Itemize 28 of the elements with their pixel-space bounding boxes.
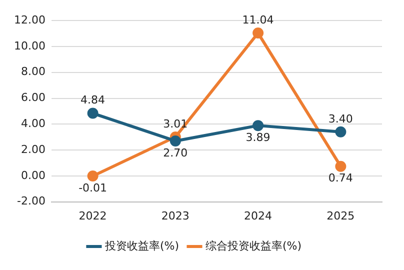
data-label: 3.40 [328, 112, 353, 126]
y-tick-label: 6.00 [20, 91, 46, 104]
legend-label: 综合投资收益率(%) [206, 239, 302, 252]
y-tick-label: -2.00 [17, 194, 46, 208]
point [87, 108, 98, 119]
y-tick-label: 10.00 [14, 39, 46, 52]
y-tick-label: 4.00 [20, 117, 46, 130]
point [252, 120, 264, 132]
legend-label: 投资收益率(%) [104, 239, 180, 252]
x-tick-label: 2025 [326, 209, 355, 222]
point [87, 170, 98, 182]
y-tick-label: 2.00 [20, 142, 46, 156]
y-tick-label: 0.00 [20, 168, 46, 182]
data-label: 4.84 [80, 94, 106, 107]
y-tick-label: 8.00 [20, 65, 46, 78]
data-label: 11.04 [242, 13, 274, 26]
data-label: 3.89 [246, 130, 270, 144]
point [335, 160, 346, 172]
point [252, 28, 264, 39]
point [170, 135, 181, 146]
data-label: -0.01 [78, 181, 108, 194]
x-tick-label: 2023 [161, 209, 190, 222]
x-tick-label: 2022 [78, 209, 107, 222]
data-label: 2.70 [163, 146, 188, 160]
data-label: 0.74 [328, 172, 353, 185]
point [335, 126, 346, 138]
y-tick-label: 12.00 [14, 13, 46, 26]
x-tick-label: 2024 [244, 209, 272, 222]
